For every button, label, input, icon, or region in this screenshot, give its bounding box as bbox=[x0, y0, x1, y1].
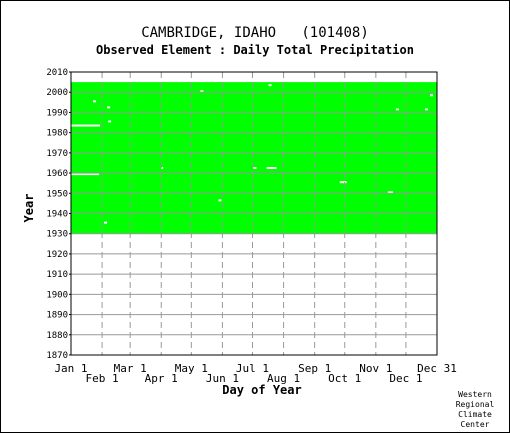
grid-layer bbox=[71, 72, 437, 355]
x-tick-label: Mar 1 bbox=[114, 362, 147, 375]
missing-segment bbox=[161, 167, 164, 170]
missing-segment bbox=[71, 124, 101, 127]
y-tick-label: 1900 bbox=[46, 290, 68, 300]
chart-subtitle: Observed Element : Daily Total Precipita… bbox=[96, 43, 414, 57]
missing-segment bbox=[107, 106, 111, 109]
x-tick-label: Jul 1 bbox=[236, 362, 269, 375]
missing-segment bbox=[104, 221, 108, 224]
data-layer bbox=[71, 82, 437, 234]
y-tick-label: 1940 bbox=[46, 210, 68, 220]
chart-title: CAMBRIDGE, IDAHO (101408) bbox=[141, 25, 369, 41]
y-tick-label: 1890 bbox=[46, 311, 68, 321]
missing-segment bbox=[387, 191, 393, 194]
x-tick-label: Nov 1 bbox=[359, 362, 392, 375]
y-tick-label: 1970 bbox=[46, 149, 68, 159]
y-tick-label: 2010 bbox=[46, 68, 68, 78]
wrcc-credit: Western Regional Climate Center bbox=[448, 390, 502, 430]
x-tick-label: Dec 31 bbox=[417, 362, 457, 375]
x-tick-label: Feb 1 bbox=[86, 372, 119, 385]
x-tick-label: Aug 1 bbox=[267, 372, 300, 385]
x-tick-label: Jun 1 bbox=[206, 372, 239, 385]
credit-line: Western bbox=[458, 390, 492, 399]
y-tick-label: 1950 bbox=[46, 189, 68, 199]
y-tick-label: 1960 bbox=[46, 169, 68, 179]
x-tick-label: Oct 1 bbox=[328, 372, 361, 385]
missing-segment bbox=[218, 199, 222, 202]
x-tick-label: Dec 1 bbox=[389, 372, 422, 385]
label-layer: 1870 1880 1890 1900 1910 1920 1930 1940 1950 1960… bbox=[46, 68, 457, 385]
missing-segment bbox=[71, 173, 100, 176]
missing-segment bbox=[395, 108, 399, 111]
x-tick-label: Jan 1 bbox=[54, 362, 87, 375]
missing-segment bbox=[339, 181, 347, 184]
credit-line: Center bbox=[460, 420, 490, 429]
missing-segment bbox=[429, 94, 433, 97]
missing-segment bbox=[200, 90, 204, 93]
y-tick-label: 1990 bbox=[46, 108, 68, 118]
y-tick-label: 2000 bbox=[46, 88, 68, 98]
y-tick-label: 1870 bbox=[46, 351, 68, 361]
y-tick-label: 1910 bbox=[46, 270, 68, 280]
y-tick-label: 1930 bbox=[46, 230, 68, 240]
credit-line: Climate bbox=[458, 410, 492, 419]
x-tick-label: Sep 1 bbox=[298, 362, 331, 375]
credit-line: Regional bbox=[455, 400, 495, 409]
missing-segment bbox=[424, 108, 428, 111]
x-axis-label: Day of Year bbox=[222, 383, 301, 397]
x-tick-label: May 1 bbox=[175, 362, 208, 375]
missing-segment bbox=[266, 167, 277, 170]
missing-segment bbox=[253, 167, 257, 170]
missing-segment bbox=[108, 120, 112, 123]
missing-segment bbox=[93, 100, 97, 103]
y-axis-label: Year bbox=[22, 194, 36, 223]
y-tick-label: 1980 bbox=[46, 129, 68, 139]
observed-data-block bbox=[71, 82, 437, 234]
missing-segment bbox=[268, 84, 272, 87]
y-tick-label: 1880 bbox=[46, 331, 68, 341]
x-tick-label: Apr 1 bbox=[145, 372, 178, 385]
y-tick-label: 1920 bbox=[46, 250, 68, 260]
